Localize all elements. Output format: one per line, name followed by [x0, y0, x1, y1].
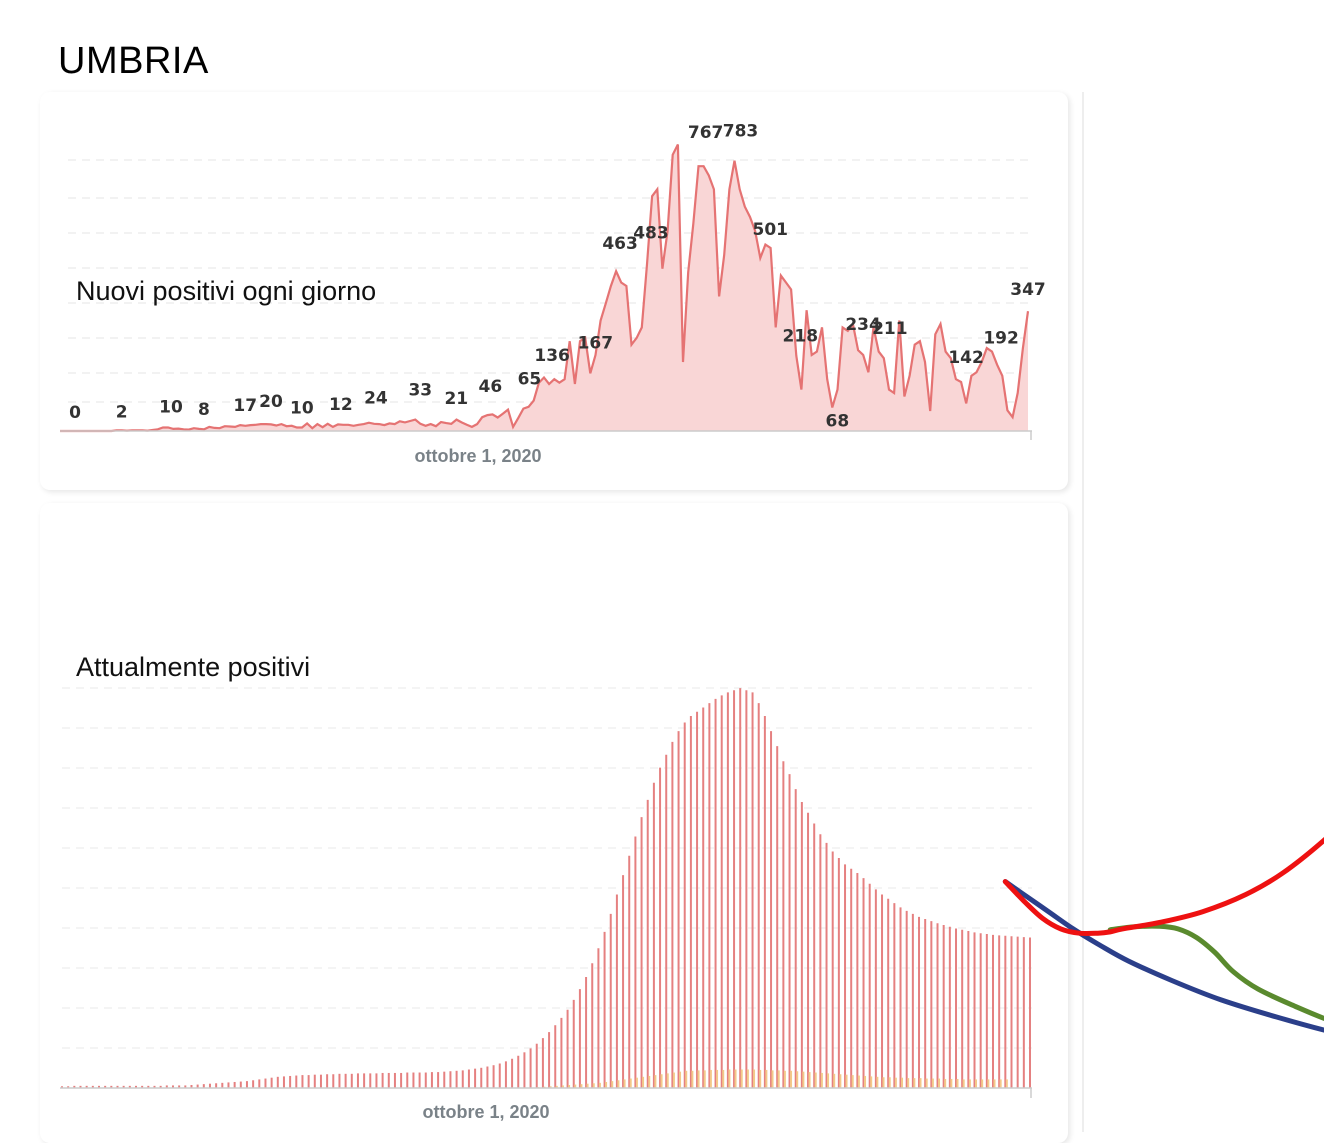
data-label: 463	[602, 234, 638, 254]
data-label: 10	[290, 399, 314, 419]
top-chart-gridlines	[68, 159, 1032, 403]
data-label: 12	[329, 395, 353, 415]
top-chart-x-tick-label: ottobre 1, 2020	[414, 446, 541, 466]
data-label: 10	[159, 398, 183, 418]
bottom-chart-x-tick-label: ottobre 1, 2020	[422, 1102, 549, 1122]
data-label: 767	[688, 123, 724, 143]
data-label: 234	[845, 315, 881, 335]
data-label: 46	[479, 377, 503, 397]
data-label: 483	[633, 223, 669, 243]
data-label: 192	[983, 329, 1019, 349]
data-label: 17	[233, 396, 257, 416]
data-label: 8	[198, 400, 210, 420]
bottom-chart-gridlines	[62, 687, 1032, 1049]
page-title: UMBRIA	[58, 40, 209, 82]
chart-card-current-positives	[40, 503, 1068, 1143]
data-label: 33	[408, 381, 432, 401]
annotation-red-curve	[1002, 836, 1324, 937]
data-label: 347	[1010, 280, 1046, 300]
annotation-blue-curve	[1002, 879, 1324, 1033]
annotation-green-curve	[1107, 923, 1324, 1022]
data-label: 501	[753, 220, 789, 240]
data-label: 2	[116, 402, 128, 422]
data-label: 65	[518, 370, 542, 390]
bottom-chart-bars	[61, 688, 1031, 1088]
chart-title-current-positives: Attualmente positivi	[76, 652, 311, 682]
data-label: 136	[534, 346, 570, 366]
bottom-chart-annotation-lines	[1002, 836, 1324, 1033]
data-label: 167	[578, 333, 614, 353]
top-chart-area-fill	[60, 144, 1028, 431]
data-label: 218	[783, 327, 819, 347]
top-chart-series-line	[60, 144, 1030, 433]
data-label: 24	[364, 389, 388, 409]
data-label: 142	[948, 348, 984, 368]
data-label: 783	[723, 122, 759, 142]
chart-title-new-positives: Nuovi positivi ogni giorno	[76, 276, 377, 306]
data-label: 211	[872, 319, 908, 339]
data-label: 20	[259, 392, 283, 412]
column-separator	[1082, 92, 1084, 1132]
data-label: 21	[444, 389, 468, 409]
data-label: 68	[826, 412, 850, 432]
bottom-chart-secondary-bars	[537, 1069, 1008, 1088]
data-label: 0	[69, 403, 81, 423]
